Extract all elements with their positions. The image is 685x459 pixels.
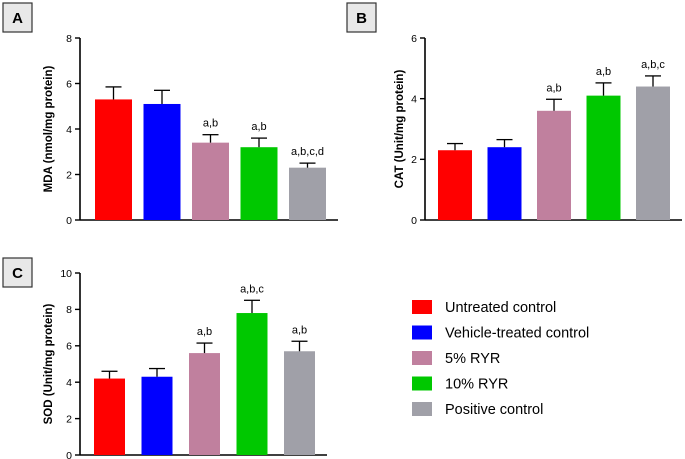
y-tick-label: 0 xyxy=(411,215,417,227)
panel-label: A xyxy=(12,10,23,27)
bar xyxy=(289,167,326,220)
y-tick-label: 8 xyxy=(66,304,72,316)
bar xyxy=(189,353,220,455)
significance-label: a,b xyxy=(292,324,307,336)
bar xyxy=(192,142,229,220)
significance-label: a,b,c xyxy=(240,283,264,295)
bar xyxy=(240,147,278,220)
y-tick-label: 0 xyxy=(66,215,72,227)
bar xyxy=(586,95,621,220)
significance-label: a,b xyxy=(546,82,561,94)
bar xyxy=(487,147,522,220)
significance-label: a,b,c,d xyxy=(291,146,324,158)
legend-swatch xyxy=(412,300,432,314)
chart-panel-a: A 0 2 4 6 8 MDA (nmol/mg protein) a,b a,b a,b,c,d xyxy=(2,2,338,227)
y-tick-label: 8 xyxy=(66,33,72,45)
y-tick-label: 2 xyxy=(411,154,417,166)
bar xyxy=(284,351,315,455)
panel-label-box xyxy=(2,2,33,33)
y-tick-label: 2 xyxy=(66,169,72,181)
y-tick-label: 2 xyxy=(66,413,72,425)
panel-label-box xyxy=(346,2,377,33)
y-tick-label: 4 xyxy=(66,124,72,136)
legend-swatch xyxy=(412,376,432,391)
panel-label-box xyxy=(2,257,33,288)
legend-swatch xyxy=(412,351,432,365)
bar xyxy=(95,99,132,220)
bar xyxy=(143,103,181,220)
legend-label: Untreated control xyxy=(445,300,556,316)
panel-label: B xyxy=(356,10,367,27)
legend-swatch xyxy=(412,402,432,416)
bar xyxy=(94,378,125,455)
y-tick-label: 6 xyxy=(66,341,72,353)
y-tick-label: 4 xyxy=(411,93,417,105)
chart-panel-b: B 0 2 4 6 CAT (Unit/mg protein) a,b a,b a,b,c xyxy=(346,2,682,227)
y-tick-label: 4 xyxy=(66,377,72,389)
significance-label: a,b,c xyxy=(641,59,665,71)
legend-label: 5% RYR xyxy=(445,351,500,367)
significance-label: a,b xyxy=(596,66,611,78)
legend-swatch xyxy=(412,325,432,340)
significance-label: a,b xyxy=(197,326,212,338)
bar xyxy=(438,150,472,220)
y-axis-title: SOD (Unit/mg protein) xyxy=(43,303,55,424)
significance-label: a,b xyxy=(203,118,218,130)
bar xyxy=(236,313,268,455)
legend-label: 10% RYR xyxy=(445,377,508,393)
significance-label: a,b xyxy=(251,121,266,133)
legend-label: Vehicle-treated control xyxy=(445,326,589,342)
y-axis-title: CAT (Unit/mg protein) xyxy=(394,70,406,189)
legend: Untreated control Vehicle-treated control… xyxy=(412,300,589,418)
bar xyxy=(636,86,670,221)
panel-label: C xyxy=(12,265,23,282)
y-tick-label: 10 xyxy=(60,268,72,280)
bar xyxy=(537,110,571,220)
y-tick-label: 0 xyxy=(66,450,72,459)
y-tick-label: 6 xyxy=(66,78,72,90)
legend-label: Positive control xyxy=(445,402,543,418)
y-axis-title: MDA (nmol/mg protein) xyxy=(43,65,55,192)
bar xyxy=(141,376,173,455)
chart-panel-c: C 0 2 4 6 8 10 SOD (Unit/mg protein) a,b a,b,c a,b xyxy=(2,257,327,459)
y-tick-label: 6 xyxy=(411,33,417,45)
